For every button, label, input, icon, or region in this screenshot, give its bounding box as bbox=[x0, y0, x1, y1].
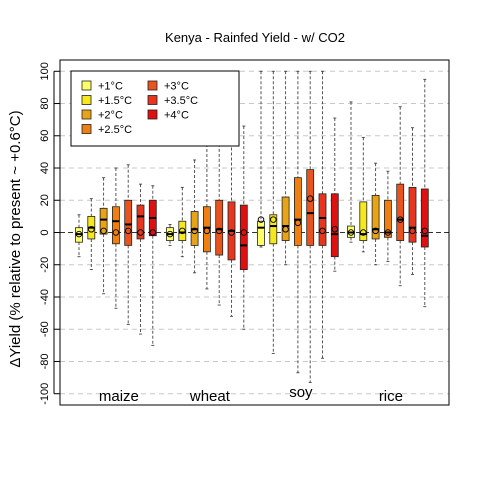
legend-label: +4°C bbox=[164, 110, 189, 122]
box-rice-1 bbox=[360, 137, 367, 251]
box-maize-6 bbox=[149, 186, 156, 346]
y-tick-label: 20 bbox=[39, 194, 51, 206]
y-tick-label: -20 bbox=[39, 257, 51, 273]
group-label-rice: rice bbox=[379, 388, 403, 405]
group-label-wheat: wheat bbox=[189, 388, 231, 405]
group-label-soy: soy bbox=[289, 384, 313, 401]
y-tick-label: 100 bbox=[39, 62, 51, 80]
y-axis-label: ΔYield (% relative to present ~ +0.6°C) bbox=[7, 110, 24, 367]
box-rice-6 bbox=[421, 79, 428, 306]
box-body bbox=[331, 194, 338, 257]
y-tick-label: 40 bbox=[39, 162, 51, 174]
box-wheat-2 bbox=[191, 160, 198, 273]
legend-label: +2°C bbox=[98, 110, 123, 122]
legend-label: +2.5°C bbox=[98, 124, 132, 136]
legend-swatch bbox=[148, 96, 157, 105]
box-body bbox=[112, 207, 119, 244]
box-maize-5 bbox=[137, 184, 144, 334]
box-rice-2 bbox=[372, 163, 379, 265]
y-tick-label: 0 bbox=[39, 229, 51, 235]
legend: +1°C +1.5°C +2°C +2.5°C +3°C +3.5°C +4°C bbox=[71, 71, 239, 146]
y-tick-label: 80 bbox=[39, 97, 51, 109]
y-axis: -100 -80 -60 -40 -20 0 20 40 60 80 100 bbox=[39, 62, 60, 405]
box-body bbox=[421, 189, 428, 247]
y-tick-label: -100 bbox=[39, 383, 51, 405]
box-soy-1 bbox=[270, 71, 277, 353]
box-maize-1 bbox=[88, 199, 95, 270]
box-body bbox=[240, 205, 247, 269]
legend-swatch bbox=[148, 110, 157, 119]
legend-label: +3°C bbox=[164, 81, 189, 93]
y-tick-label: -80 bbox=[39, 354, 51, 370]
box-body bbox=[258, 221, 265, 245]
box-maize-3 bbox=[112, 168, 119, 308]
chart-title: Kenya - Rainfed Yield - w/ CO2 bbox=[165, 30, 345, 45]
box-soy-5 bbox=[319, 71, 326, 358]
box-soy-3 bbox=[294, 71, 301, 372]
legend-swatch bbox=[148, 81, 157, 90]
box-rice-4 bbox=[397, 107, 404, 286]
box-rice-3 bbox=[384, 171, 391, 261]
box-wheat-0 bbox=[167, 224, 174, 245]
box-wheat-6 bbox=[240, 126, 247, 329]
box-soy-0 bbox=[258, 71, 265, 247]
legend-label: +3.5°C bbox=[164, 95, 198, 107]
box-rice-0 bbox=[348, 102, 355, 242]
box-maize-0 bbox=[76, 215, 83, 257]
box-body bbox=[125, 200, 132, 245]
box-body bbox=[307, 170, 314, 246]
box-soy-6 bbox=[331, 118, 338, 271]
box-wheat-3 bbox=[203, 139, 210, 289]
box-rice-5 bbox=[409, 128, 416, 275]
legend-label: +1°C bbox=[98, 81, 123, 93]
y-tick-label: -40 bbox=[39, 289, 51, 305]
box-body bbox=[294, 178, 301, 246]
box-body bbox=[282, 197, 289, 241]
legend-swatch bbox=[82, 96, 91, 105]
group-labels: maize wheat soy rice bbox=[99, 384, 403, 405]
box-body bbox=[397, 184, 404, 240]
y-tick-label: 60 bbox=[39, 130, 51, 142]
box-maize-2 bbox=[100, 178, 107, 294]
box-soy-4 bbox=[307, 71, 314, 382]
legend-swatch bbox=[82, 110, 91, 119]
legend-label: +1.5°C bbox=[98, 95, 132, 107]
group-label-maize: maize bbox=[99, 388, 139, 405]
box-maize-4 bbox=[125, 165, 132, 325]
box-body bbox=[319, 194, 326, 246]
legend-swatch bbox=[82, 125, 91, 134]
box-wheat-5 bbox=[228, 133, 235, 317]
legend-swatch bbox=[82, 81, 91, 90]
box-wheat-1 bbox=[179, 187, 186, 256]
y-tick-label: -60 bbox=[39, 321, 51, 337]
